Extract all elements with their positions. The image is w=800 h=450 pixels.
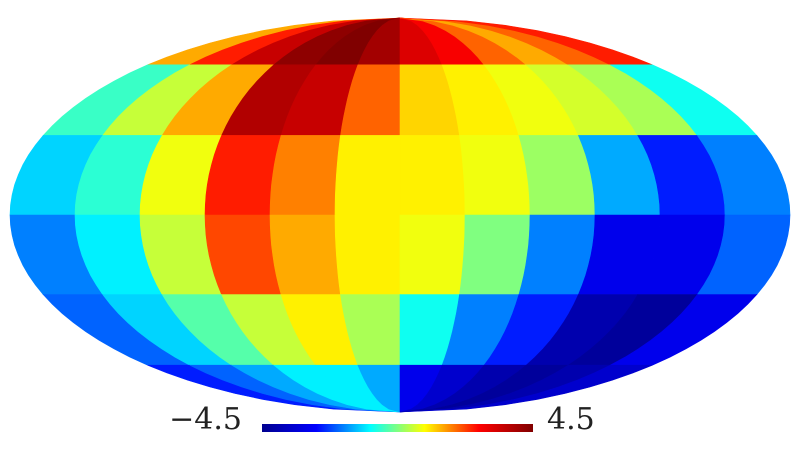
- map-cell: [334, 135, 401, 216]
- map-cell: [399, 364, 653, 413]
- map-cell: [269, 214, 341, 295]
- colorbar-tick-label: −4.5: [169, 402, 242, 437]
- map-cell: [459, 214, 531, 295]
- map-cell: [459, 135, 531, 216]
- map-cell: [269, 135, 341, 216]
- map-cell: [399, 135, 466, 216]
- sky-map: [9, 17, 791, 413]
- map-cell: [399, 214, 466, 295]
- colorbar-tick-label: 4.5: [547, 402, 595, 437]
- map-cell: [334, 214, 401, 295]
- colorbar: [262, 424, 533, 432]
